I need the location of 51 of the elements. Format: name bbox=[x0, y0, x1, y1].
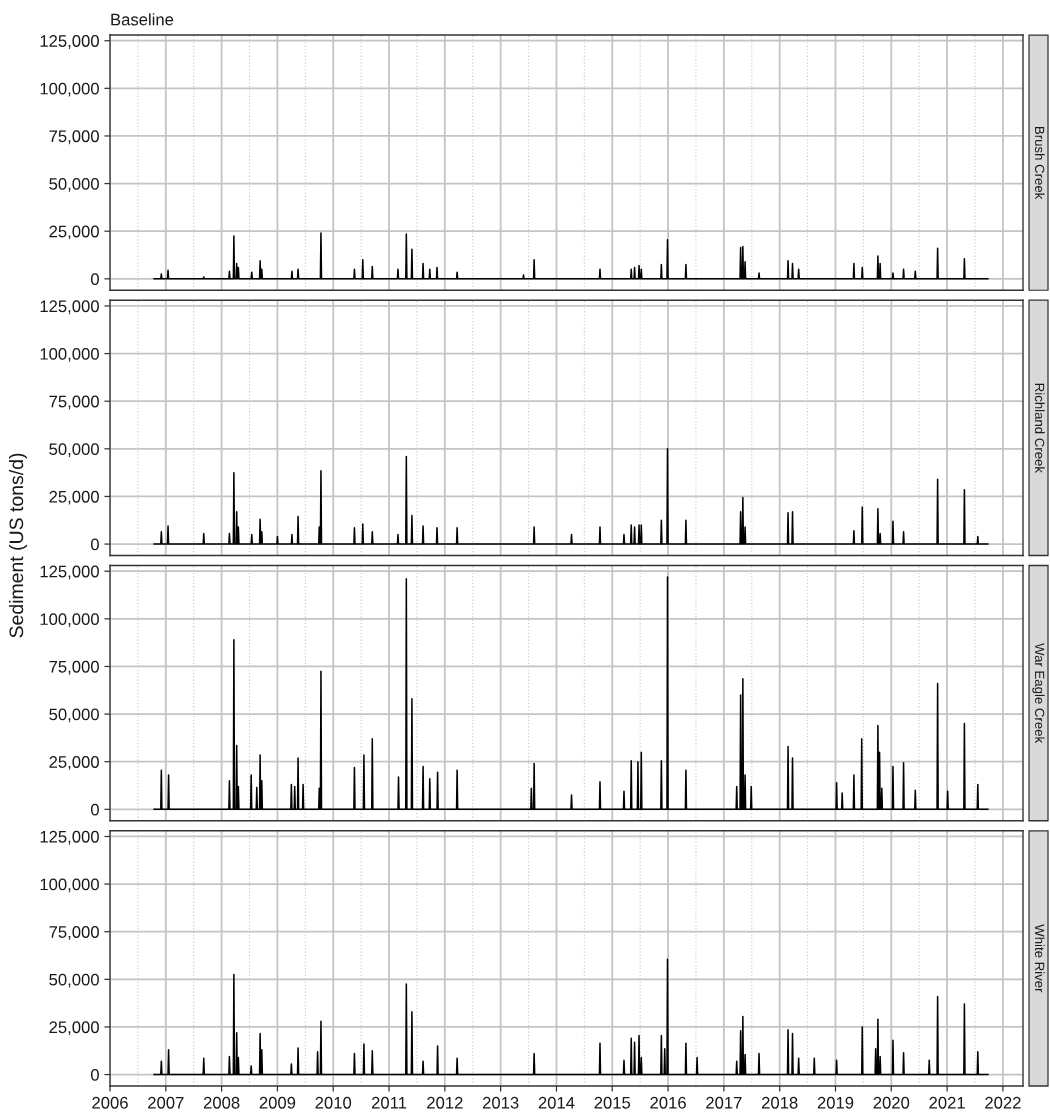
x-tick-label: 2015 bbox=[594, 1096, 631, 1109]
y-tick-label: 100,000 bbox=[40, 878, 99, 893]
y-tick-label: 100,000 bbox=[40, 82, 99, 97]
x-tick-label: 2007 bbox=[148, 1096, 184, 1109]
x-tick-label: 2021 bbox=[929, 1096, 965, 1109]
y-tick-label: 50,000 bbox=[49, 973, 99, 988]
text: War Eagle Creek bbox=[1032, 643, 1045, 744]
x-tick-label: 2022 bbox=[985, 1096, 1021, 1109]
x-tick-label: 2011 bbox=[371, 1096, 407, 1109]
y-tick-label: 100,000 bbox=[40, 347, 99, 362]
x-tick-label: 2008 bbox=[203, 1096, 240, 1109]
x-tick-label: 2014 bbox=[538, 1096, 575, 1109]
line-series bbox=[153, 232, 989, 280]
y-tick-label: 25,000 bbox=[49, 756, 99, 770]
text: Richland Creek bbox=[1034, 383, 1045, 473]
x-tick-label: 2009 bbox=[259, 1096, 296, 1109]
x-tick-label: 2006 bbox=[92, 1096, 128, 1109]
y-tick-label: 125,000 bbox=[40, 830, 99, 845]
y-tick-label: 125,000 bbox=[40, 300, 99, 315]
line-series bbox=[153, 958, 989, 1076]
x-tick-label: 2013 bbox=[482, 1096, 519, 1109]
y-tick-label: 75,000 bbox=[49, 660, 99, 675]
x-tick-label: 2018 bbox=[761, 1096, 798, 1109]
y-tick-label: 75,000 bbox=[49, 926, 99, 940]
y-tick-label: 0 bbox=[90, 1068, 99, 1081]
line-series bbox=[153, 576, 989, 811]
y-tick-label: 75,000 bbox=[49, 395, 99, 410]
y-tick-label: 75,000 bbox=[49, 130, 99, 145]
x-tick-label: 2017 bbox=[706, 1096, 742, 1109]
y-tick-label: 100,000 bbox=[40, 613, 99, 628]
y-tick-label: 0 bbox=[90, 538, 99, 551]
y-tick-label: 50,000 bbox=[49, 708, 99, 723]
x-tick-label: 2020 bbox=[873, 1096, 910, 1109]
y-tick-label: 25,000 bbox=[49, 225, 99, 240]
y-tick-label: 125,000 bbox=[40, 35, 99, 49]
x-tick-label: 2016 bbox=[650, 1096, 686, 1109]
y-tick-label: 0 bbox=[90, 273, 99, 286]
y-tick-label: 50,000 bbox=[49, 177, 99, 192]
y-tick-label: 25,000 bbox=[49, 490, 99, 505]
text: Brush Creek bbox=[1034, 127, 1045, 200]
x-tick-label: 2012 bbox=[427, 1096, 463, 1109]
y-tick-label: 50,000 bbox=[49, 443, 99, 457]
x-tick-label: 2010 bbox=[315, 1096, 352, 1109]
y-tick-label: 125,000 bbox=[40, 565, 99, 580]
y-tick-label: 25,000 bbox=[49, 1021, 99, 1036]
chart-title: Baseline bbox=[111, 13, 174, 26]
line-series bbox=[153, 448, 989, 545]
y-tick-label: 0 bbox=[90, 803, 99, 816]
x-tick-label: 2019 bbox=[817, 1096, 854, 1109]
y-axis-title: Sediment (US tons/d) bbox=[8, 453, 28, 638]
text: White River bbox=[1034, 924, 1045, 993]
